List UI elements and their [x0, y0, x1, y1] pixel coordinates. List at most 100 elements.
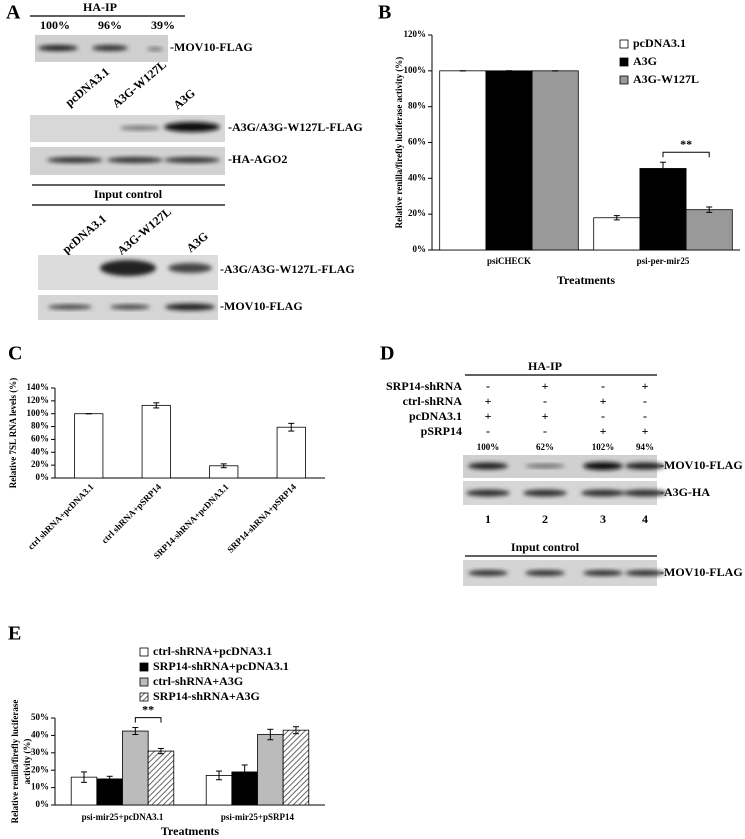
- condition-label: pcDNA3.1: [409, 409, 462, 423]
- x-tick-label: psi-per-mir25: [637, 256, 690, 266]
- band: [47, 157, 103, 163]
- y-tick-label: 0%: [413, 244, 427, 254]
- error-bar: [292, 726, 299, 735]
- y-tick-label: 40%: [31, 446, 49, 456]
- ip-header: HA-IP: [83, 0, 117, 14]
- band: [48, 304, 92, 310]
- bar: [147, 750, 175, 806]
- y-tick-label: 100%: [404, 65, 427, 75]
- error-bar: [157, 747, 164, 755]
- chart: C Relative 7SL RNA levels (%) 0% 20% 40% 60% 8…: [8, 343, 325, 561]
- band: [107, 157, 163, 163]
- y-tick-label: 20%: [408, 208, 426, 218]
- band: [168, 263, 212, 273]
- band: [581, 489, 625, 497]
- condition-sign: +: [485, 409, 492, 423]
- bar: [96, 778, 123, 806]
- bar: [122, 730, 149, 806]
- condition-label: ctrl-shRNA: [403, 394, 463, 408]
- x-axis-label: Treatments: [161, 824, 220, 838]
- error-bar: [81, 771, 88, 783]
- x-tick-label: ctrl shRNA+pcDNA3.1: [26, 481, 96, 551]
- band: [38, 45, 78, 51]
- blot-label: -A3G-HA: [660, 485, 710, 499]
- condition-sign: -: [601, 379, 605, 393]
- percent: 102%: [592, 442, 615, 452]
- bar: [257, 734, 284, 806]
- legend-label: A3G-W127L: [633, 72, 699, 86]
- band: [92, 45, 128, 51]
- legend-swatch: [139, 647, 149, 657]
- bar: [141, 404, 171, 479]
- condition-sign: +: [485, 394, 492, 408]
- chart: E Relative renilla/firefly luciferase acti…: [8, 623, 325, 838]
- bar: [685, 209, 733, 251]
- y-tick-label: 120%: [404, 29, 427, 39]
- y-axis-label: Relative renilla/firefly luciferase acti…: [394, 57, 404, 229]
- condition-sign: +: [600, 394, 607, 408]
- percent: 100%: [40, 18, 70, 32]
- percent: 39%: [151, 18, 175, 32]
- condition-sign: +: [600, 424, 607, 438]
- error-bar: [153, 402, 160, 409]
- band: [583, 570, 623, 576]
- legend-label: ctrl-shRNA+A3G: [153, 674, 243, 688]
- condition-sign: +: [642, 379, 649, 393]
- ip-header: HA-IP: [528, 359, 562, 373]
- condition-sign: -: [643, 409, 647, 423]
- condition-sign: -: [486, 379, 490, 393]
- legend-swatch: [619, 39, 629, 49]
- y-tick-label: 140%: [27, 382, 50, 392]
- input-header: Input control: [94, 187, 163, 201]
- panel-label: B: [378, 2, 391, 24]
- lane-number: 2: [542, 512, 548, 526]
- panel-d: D HA-IP -MOV10-FLAG -A3G-HA Input contro…: [380, 343, 743, 586]
- percent: 100%: [477, 442, 500, 452]
- lane-label: pcDNA3.1: [62, 65, 112, 110]
- panel-label: D: [380, 343, 394, 365]
- panel-label: C: [8, 343, 22, 365]
- band: [625, 570, 665, 576]
- error-bar: [613, 215, 620, 221]
- panel-a: A HA-IP 100% 96% 39% -MOV10-FLAG pcDNA3.…: [6, 0, 363, 320]
- lane-number: 4: [642, 512, 648, 526]
- condition-sign: +: [642, 424, 649, 438]
- legend-label: SRP14-shRNA+A3G: [153, 689, 260, 703]
- y-tick-label: 0%: [36, 799, 50, 809]
- band: [110, 304, 150, 310]
- lane-label: pcDNA3.1: [59, 212, 109, 257]
- condition-sign: -: [543, 424, 547, 438]
- x-tick-label: SRP14-shRNA+pSRP14: [225, 481, 298, 554]
- y-tick-label: 40%: [408, 172, 426, 182]
- bar: [439, 70, 487, 251]
- x-tick-label: psi-mir25+pcDNA3.1: [82, 812, 164, 822]
- percent: 94%: [636, 442, 654, 452]
- bar: [205, 775, 233, 806]
- blot-label: -HA-AGO2: [228, 152, 287, 166]
- significance-label: **: [142, 702, 154, 716]
- x-tick-label: ctrl shRNA+pSRP14: [100, 481, 164, 545]
- y-tick-label: 100%: [27, 408, 50, 418]
- y-tick-label: 120%: [27, 395, 50, 405]
- blot-label: -MOV10-FLAG: [660, 565, 743, 579]
- band: [525, 570, 565, 576]
- error-bar: [220, 463, 227, 469]
- error-bar: [267, 728, 274, 741]
- legend-swatch: [139, 662, 149, 672]
- error-bar: [132, 727, 139, 736]
- blot-label: -MOV10-FLAG: [170, 40, 253, 54]
- lane-number: 1: [485, 512, 491, 526]
- y-tick-label: 60%: [408, 137, 426, 147]
- lane-label: A3G-W127L: [114, 204, 174, 257]
- legend-label: pcDNA3.1: [633, 36, 686, 50]
- legend-label: ctrl-shRNA+pcDNA3.1: [153, 644, 272, 658]
- x-axis-label: Treatments: [557, 273, 616, 287]
- y-axis-label: activity (%): [22, 739, 32, 785]
- legend-swatch: [139, 692, 149, 702]
- legend-swatch: [619, 75, 629, 85]
- band: [623, 489, 667, 497]
- condition-sign: -: [543, 394, 547, 408]
- y-tick-label: 0%: [36, 472, 50, 482]
- lane-label: A3G-W127L: [109, 57, 169, 110]
- blot-label: -MOV10-FLAG: [220, 299, 303, 313]
